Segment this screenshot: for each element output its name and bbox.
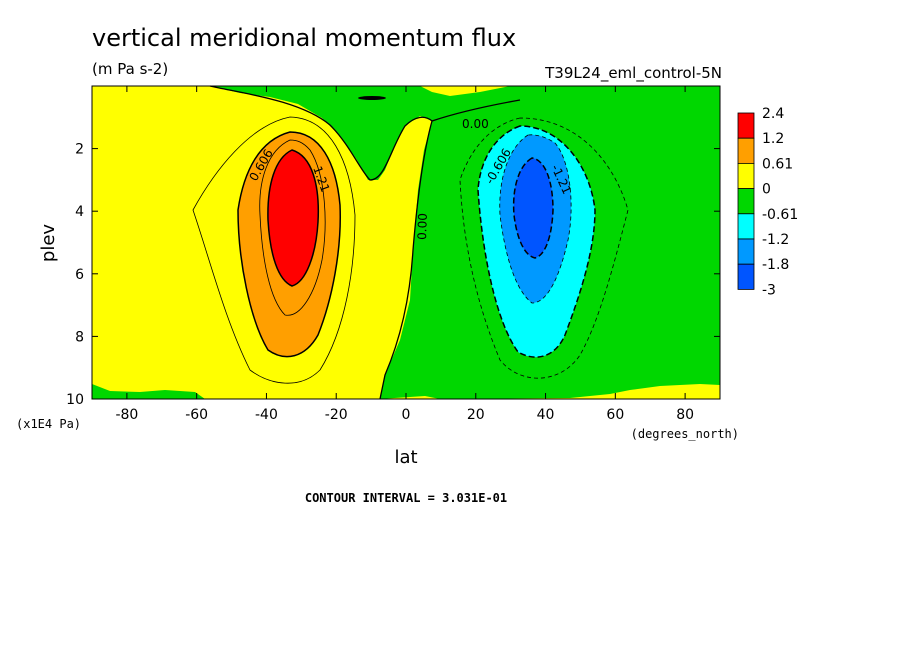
y-axis-units: (x1E4 Pa) xyxy=(16,417,81,431)
colorbar-swatch xyxy=(737,263,755,290)
colorbar-label: 0.61 xyxy=(762,156,793,172)
colorbar-label: -3 xyxy=(762,282,776,298)
yellow-top-band xyxy=(420,86,510,96)
x-axis: -80 -60 -40 -20 0 20 40 60 80 xyxy=(115,86,694,423)
small-contour-blob xyxy=(358,96,386,100)
colorbar-label: -1.2 xyxy=(762,232,789,248)
x-axis-units: (degrees_north) xyxy=(631,427,739,441)
plot-area: 0.606 1.21 0.00 0.00 -0.606 -1.21 xyxy=(91,85,721,400)
colorbar-label: 1.2 xyxy=(762,131,784,147)
green-bottom-left xyxy=(92,384,205,399)
zero-contour xyxy=(209,85,433,400)
x-tick-label: -80 xyxy=(115,407,138,423)
y-tick-label: 10 xyxy=(66,392,84,408)
contour-0.91 xyxy=(259,139,326,316)
colorbar-swatch xyxy=(737,213,755,240)
x-tick-label: -20 xyxy=(325,407,348,423)
chart-units: (m Pa s-2) xyxy=(92,60,168,78)
x-tick-label: -40 xyxy=(255,407,278,423)
colorbar-label: 2.4 xyxy=(762,106,784,122)
colorbar-swatch xyxy=(737,137,755,164)
y-tick-label: 2 xyxy=(75,142,84,158)
y-tick-label: 8 xyxy=(75,329,84,345)
x-tick-label: 0 xyxy=(402,407,411,423)
run-label: T39L24_eml_control-5N xyxy=(544,64,722,83)
contour-neg-0.30 xyxy=(459,117,629,379)
y-axis-label: plev xyxy=(38,224,59,263)
green-region xyxy=(210,86,720,399)
x-axis-label: lat xyxy=(394,447,417,468)
y-tick-label: 4 xyxy=(75,204,84,220)
red-region xyxy=(267,149,320,287)
colorbar-legend: 2.4 1.2 0.61 0 -0.61 -1.2 -1.8 -3 xyxy=(737,106,798,298)
dark-blue-region xyxy=(512,157,554,259)
x-tick-label: 60 xyxy=(606,407,624,423)
contour-label: 0.00 xyxy=(462,117,489,131)
zero-contour-top xyxy=(431,99,521,122)
x-tick-label: 20 xyxy=(467,407,485,423)
chart-title: vertical meridional momentum flux xyxy=(92,24,516,52)
colorbar-label: 0 xyxy=(762,182,771,198)
x-tick-label: 40 xyxy=(537,407,555,423)
y-tick-label: 6 xyxy=(75,267,84,283)
x-tick-label: 80 xyxy=(676,407,694,423)
x-tick-label: -60 xyxy=(185,407,208,423)
colorbar-swatch xyxy=(737,162,755,189)
colorbar-swatch xyxy=(737,112,755,139)
colorbar-swatch xyxy=(737,238,755,265)
colorbar-label: -1.8 xyxy=(762,257,789,273)
y-axis: 2 4 6 8 10 xyxy=(66,142,720,408)
contour-label: 0.00 xyxy=(415,213,430,240)
colorbar-swatch xyxy=(737,188,755,215)
contour-interval-label: CONTOUR INTERVAL = 3.031E-01 xyxy=(305,491,507,505)
colorbar-label: -0.61 xyxy=(762,207,798,223)
contour-0.30 xyxy=(192,116,356,384)
